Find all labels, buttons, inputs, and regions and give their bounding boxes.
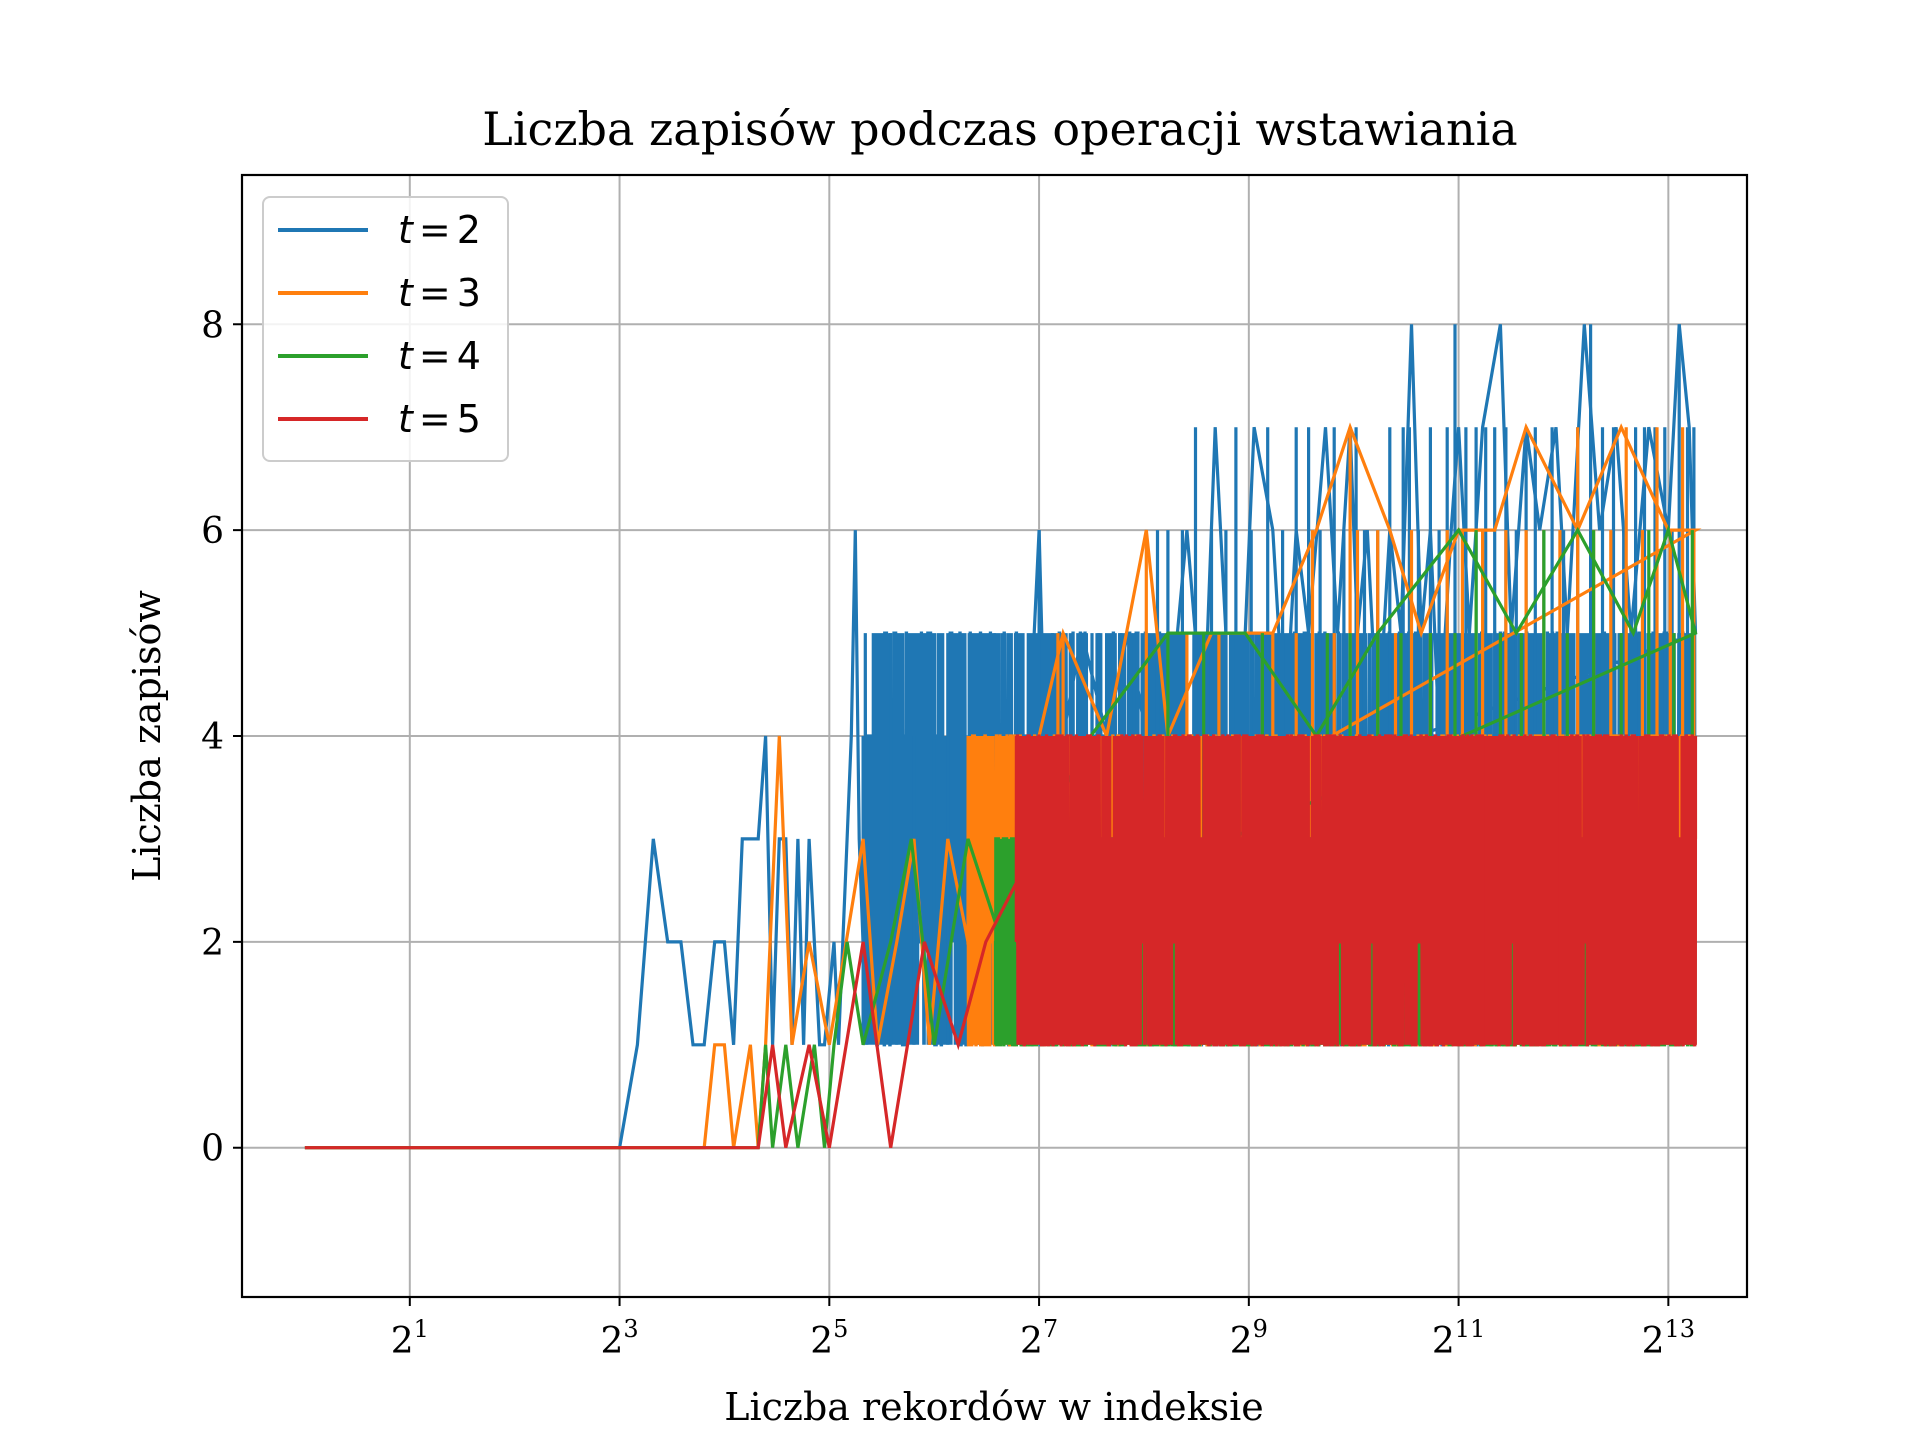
y-axis: 0 2 4 6 8 — [201, 305, 242, 1170]
x-tick-label: 27 — [1020, 1315, 1058, 1362]
x-tick-label: 21 — [391, 1315, 429, 1362]
legend-label-t-2: t = 2 — [398, 208, 481, 252]
y-tick-label: 4 — [201, 717, 224, 758]
x-axis-label: Liczba rekordów w indeksie — [724, 1385, 1264, 1429]
y-tick-label: 2 — [201, 923, 224, 964]
x-axis: 21 23 25 27 29 211 213 — [391, 1297, 1695, 1362]
legend-label-t-4: t = 4 — [398, 334, 481, 378]
x-tick-label: 211 — [1432, 1315, 1485, 1362]
y-tick-label: 8 — [201, 305, 224, 346]
legend-label-t-3: t = 3 — [398, 271, 481, 315]
legend-label-t-5: t = 5 — [398, 397, 481, 441]
x-tick-label: 23 — [600, 1315, 638, 1362]
x-tick-label: 29 — [1230, 1315, 1268, 1362]
series-t-5 — [304, 734, 1698, 1150]
legend-box — [262, 196, 509, 462]
y-axis-label: Liczba zapisów — [125, 590, 169, 882]
x-tick-label: 25 — [810, 1315, 848, 1362]
series-line-t-5 — [304, 734, 1698, 1150]
y-tick-label: 6 — [201, 511, 224, 552]
x-tick-label: 213 — [1642, 1315, 1695, 1362]
chart-title: Liczba zapisów podczas operacji wstawian… — [482, 102, 1517, 156]
series-layer — [304, 324, 1702, 1150]
legend: t = 2 t = 3 t = 4 t = 5 — [262, 196, 509, 462]
y-tick-label: 0 — [201, 1129, 224, 1170]
